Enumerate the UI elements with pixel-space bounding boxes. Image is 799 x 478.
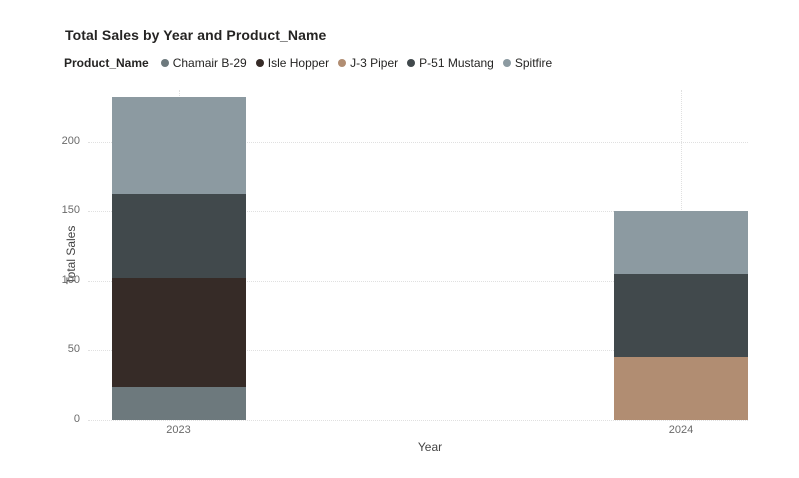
plot-area [88, 90, 748, 421]
legend-dot-icon [338, 59, 347, 67]
gridline-y-200 [88, 141, 748, 143]
legend: Product_Name Chamair B-29 Isle Hopper J-3 … [64, 55, 561, 71]
y-tick-label-200: 200 [61, 134, 80, 147]
legend-item-p-51-mustang[interactable]: P-51 Mustang [407, 56, 494, 70]
legend-item-j-3-piper[interactable]: J-3 Piper [338, 56, 398, 70]
chart-title: Total Sales by Year and Product_Name [65, 27, 327, 43]
bar-segment-chamair-b-29-2023[interactable] [111, 386, 246, 420]
legend-item-spitfire[interactable]: Spitfire [502, 56, 553, 70]
y-tick-label-100: 100 [61, 273, 80, 286]
y-tick-label-0: 0 [73, 413, 80, 425]
gridline-y-50 [88, 350, 748, 352]
bar-segment-j-3-piper-2024[interactable] [614, 357, 748, 420]
gridline-y-0 [88, 420, 748, 421]
bar-segment-p-51-mustang-2024[interactable] [614, 273, 748, 358]
legend-item-label: Chamair B-29 [172, 56, 247, 70]
legend-dot-icon [255, 59, 264, 67]
x-tick-label-2023: 2023 [166, 424, 191, 436]
legend-item-isle-hopper[interactable]: Isle Hopper [255, 56, 330, 70]
legend-item-label: Isle Hopper [267, 56, 330, 70]
legend-dot-icon [502, 59, 511, 67]
x-axis-title: Year [417, 440, 443, 454]
bar-segment-p-51-mustang-2023[interactable] [111, 194, 246, 278]
legend-title: Product_Name [64, 56, 149, 70]
y-tick-label-150: 150 [61, 204, 80, 217]
y-tick-label-50: 50 [67, 343, 80, 356]
legend-item-chamair-b-29[interactable]: Chamair B-29 [160, 56, 247, 70]
x-tick-label-2024: 2024 [668, 424, 694, 436]
gridline-y-100 [88, 280, 748, 282]
legend-dot-icon [160, 59, 169, 67]
bar-segment-spitfire-2024[interactable] [614, 211, 748, 274]
legend-item-label: Spitfire [514, 56, 553, 70]
legend-item-label: J-3 Piper [350, 56, 399, 70]
legend-item-label: P-51 Mustang [419, 56, 494, 70]
bar-segment-spitfire-2023[interactable] [111, 96, 246, 195]
legend-dot-icon [407, 59, 416, 67]
gridline-y-150 [88, 211, 748, 213]
bar-segment-isle-hopper-2023[interactable] [111, 277, 246, 387]
